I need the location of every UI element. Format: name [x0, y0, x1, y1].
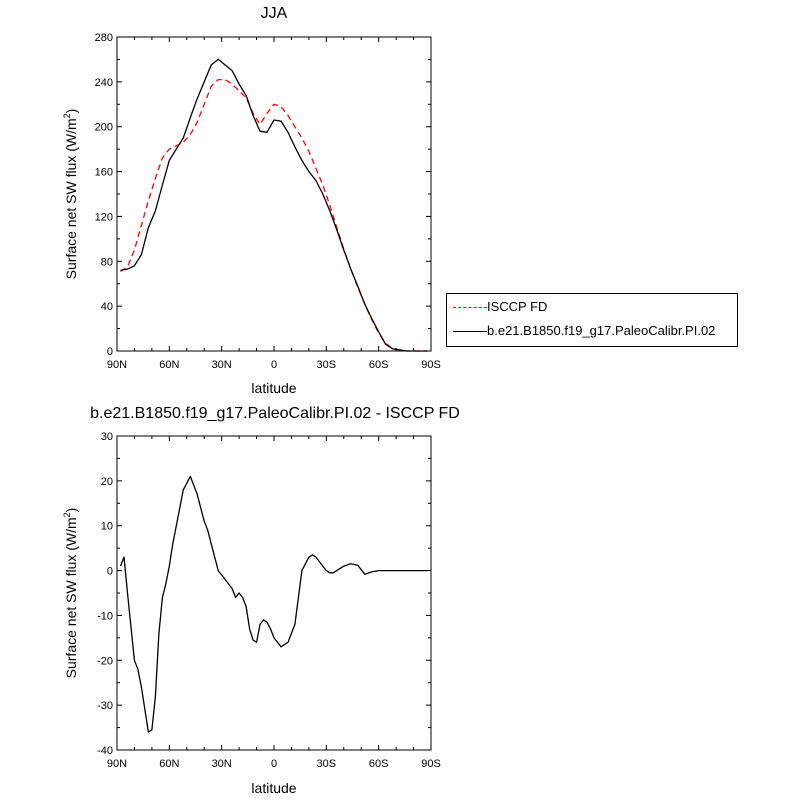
bottom-series-line-model — [119, 475, 428, 733]
bottom-y-tick-label: 10 — [101, 521, 113, 533]
top-x-tick-label: 0 — [271, 359, 277, 371]
bottom-x-tick-label: 60S — [369, 758, 389, 770]
bottom-y-tick-label: -20 — [97, 655, 113, 667]
top-y-tick-label: 240 — [95, 77, 113, 89]
top-series-line-model — [120, 58, 428, 352]
top-plot-area: 90N 60N 30N 0 30S 60S 90S 0 40 80 120 160 200 240 280 — [95, 32, 441, 371]
top-x-tick-label: 90N — [107, 359, 127, 371]
top-chart-title: JJA — [261, 5, 288, 22]
top-y-tick-label: 200 — [95, 122, 113, 134]
legend-label-model: b.e21.B1850.f19_g17.PaleoCalibr.PI.02 — [487, 323, 716, 338]
bottom-y-axis-label-close: ) — [63, 508, 79, 513]
bottom-x-tick-label: 0 — [271, 758, 277, 770]
bottom-x-tick-label: 30S — [317, 758, 337, 770]
top-x-tick-label: 60S — [369, 359, 389, 371]
top-x-tick-label: 60N — [159, 359, 179, 371]
top-y-tick-label: 0 — [107, 346, 113, 358]
top-plot-frame — [116, 36, 432, 352]
top-x-tick-label: 90S — [421, 359, 441, 371]
top-panel: JJA 90N 60N 30N 0 30S 60S 90S 0 40 80 120 160 200 240… — [62, 5, 441, 396]
top-x-axis-label: latitude — [251, 380, 296, 396]
legend-swatch-model — [453, 331, 487, 332]
bottom-y-axis-label-main: Surface net SW flux (W/m — [63, 517, 79, 678]
top-y-axis-label-main: Surface net SW flux (W/m — [63, 118, 79, 279]
bottom-x-tick-label: 90N — [107, 758, 127, 770]
bottom-y-tick-label: 20 — [101, 476, 113, 488]
top-y-tick-label: 160 — [95, 167, 113, 179]
bottom-y-axis-label: Surface net SW flux (W/m2) — [62, 508, 79, 679]
top-x-tick-label: 30N — [212, 359, 232, 371]
legend-item-model: b.e21.B1850.f19_g17.PaleoCalibr.PI.02 — [447, 322, 737, 342]
bottom-x-axis-label: latitude — [251, 780, 296, 796]
bottom-y-tick-label: 0 — [107, 566, 113, 578]
bottom-y-tick-label: -30 — [97, 700, 113, 712]
legend-item-obs: ISCCP FD — [447, 298, 737, 318]
top-x-tick-label: 30S — [317, 359, 337, 371]
top-y-axis-label-sup: 2 — [62, 113, 72, 118]
bottom-y-tick-label: -10 — [97, 610, 113, 622]
bottom-plot-area: 90N 60N 30N 0 30S 60S 90S -40 -30 -20 -10 0 10 20 30 — [97, 431, 441, 770]
legend: ISCCP FD b.e21.B1850.f19_g17.PaleoCalibr… — [446, 293, 738, 347]
bottom-y-axis-label-sup: 2 — [62, 512, 72, 517]
top-y-tick-label: 40 — [101, 301, 113, 313]
bottom-x-tick-label: 30N — [212, 758, 232, 770]
top-y-tick-label: 80 — [101, 256, 113, 268]
bottom-chart-title: b.e21.B1850.f19_g17.PaleoCalibr.PI.02 - … — [90, 405, 460, 422]
top-y-tick-label: 280 — [95, 32, 113, 44]
bottom-x-tick-label: 60N — [159, 758, 179, 770]
bottom-plot-frame — [116, 435, 432, 751]
bottom-y-tick-label: -40 — [97, 745, 113, 757]
legend-label-obs: ISCCP FD — [487, 299, 548, 314]
bottom-y-tick-label: 30 — [101, 431, 113, 443]
bottom-panel: b.e21.B1850.f19_g17.PaleoCalibr.PI.02 - … — [62, 405, 460, 796]
top-y-axis-label-close: ) — [63, 109, 79, 114]
top-y-axis-label: Surface net SW flux (W/m2) — [62, 109, 79, 280]
bottom-x-tick-label: 90S — [421, 758, 441, 770]
legend-swatch-obs — [453, 307, 487, 308]
top-y-tick-label: 120 — [95, 211, 113, 223]
